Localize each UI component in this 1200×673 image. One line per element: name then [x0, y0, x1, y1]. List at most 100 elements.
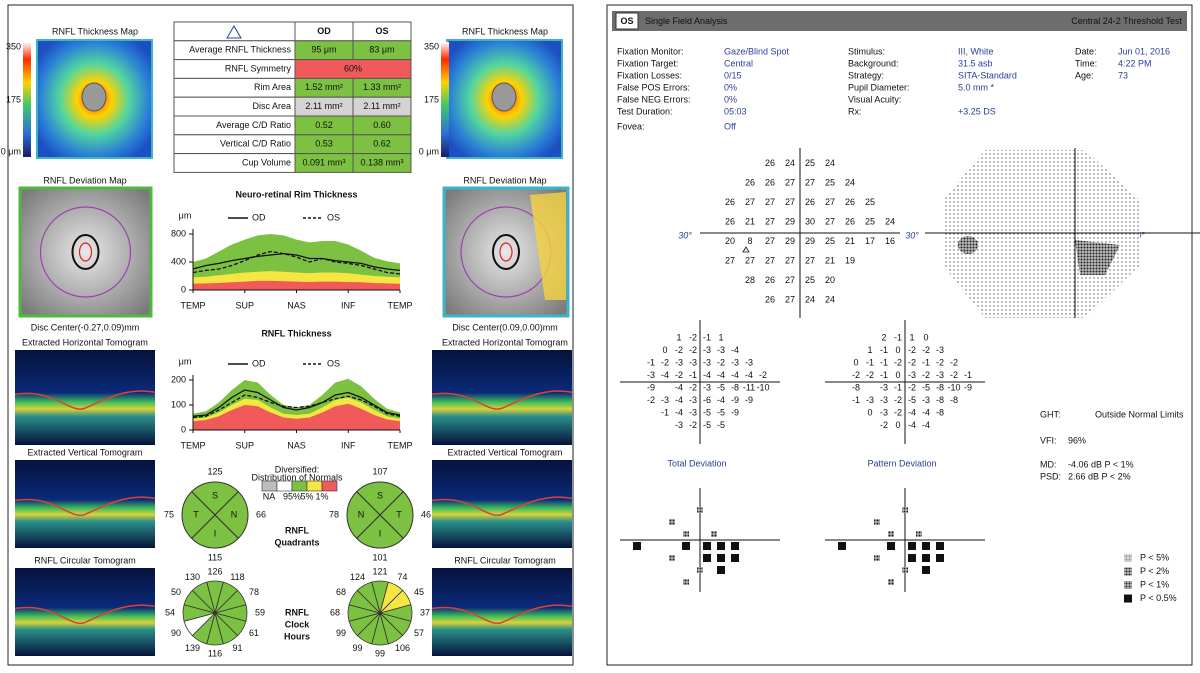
legend-swatch [276, 480, 293, 492]
legend-title: Diversified: [275, 464, 320, 474]
threshold-value: 21 [745, 217, 755, 227]
scale-label: 350 [424, 41, 439, 51]
warning-icon [226, 25, 242, 39]
table-value: 0.53 [315, 139, 333, 149]
deviation-value: -3 [880, 395, 888, 405]
y-tick-label: 800 [171, 228, 186, 238]
info-label: Pupil Diameter: [848, 82, 910, 92]
clock-sector [191, 581, 216, 615]
info-label: Date: [1075, 46, 1097, 56]
quadrant-label: T [396, 509, 402, 519]
deviation-value: -5 [717, 408, 725, 418]
table-label: Vertical C/D Ratio [220, 139, 291, 149]
threshold-value: 27 [785, 197, 795, 207]
deviation-value: -2 [689, 333, 697, 343]
probability-symbol [888, 579, 894, 585]
probability-symbol [936, 554, 944, 562]
info-label: Background: [848, 58, 899, 68]
legend-title: Distribution of Normals [251, 472, 343, 482]
probability-symbol [916, 531, 922, 537]
table-value: 0.62 [373, 139, 391, 149]
table-value: 2.11 mm² [363, 101, 400, 111]
threshold-value: 27 [765, 217, 775, 227]
cup-outline [78, 242, 93, 262]
x-tick-label: NAS [287, 300, 306, 310]
deviation-value: -1 [661, 408, 669, 418]
deviation-value: -4 [731, 370, 739, 380]
probability-symbol [697, 507, 703, 513]
deviation-value: -5 [922, 383, 930, 393]
info-value: Central [724, 58, 753, 68]
legend-swatch [291, 480, 308, 492]
clock-title: RNFL [285, 607, 309, 617]
legend-label: P < 1% [1140, 579, 1169, 589]
probability-symbol [922, 542, 930, 550]
x-tick-label: TEMP [387, 440, 412, 450]
info-label: Test Duration: [617, 106, 673, 116]
deviation-value: 1 [867, 345, 872, 355]
deviation-value: -4 [661, 370, 669, 380]
deviation-value: -10 [947, 383, 960, 393]
threshold-value: 26 [745, 178, 755, 188]
clock-value: 74 [397, 572, 407, 582]
tomogram-title: Extracted Horizontal Tomogram [22, 337, 148, 347]
quadrant-sector [355, 514, 405, 549]
quadrant-label: N [358, 509, 365, 519]
deviation-value: -8 [852, 383, 860, 393]
deviation-value: -8 [731, 383, 739, 393]
clock-value: 116 [208, 648, 222, 658]
threshold-value: 16 [885, 236, 895, 246]
threshold-value: 26 [805, 197, 815, 207]
degree-label: 30° [678, 230, 692, 240]
info-value: 4:22 PM [1118, 58, 1152, 68]
x-tick-label: TEMP [387, 300, 412, 310]
table-header: OD [317, 26, 331, 36]
index-value: 96% [1068, 435, 1086, 445]
tomogram [432, 350, 572, 445]
info-value: 0% [724, 94, 737, 104]
quadrant-label: T [193, 509, 199, 519]
threshold-value: 27 [745, 197, 755, 207]
header-bar [612, 11, 1187, 31]
probability-symbol [717, 554, 725, 562]
probability-symbol [908, 554, 916, 562]
deviation-value: -4 [922, 420, 930, 430]
legend-swatch [321, 480, 338, 492]
threshold-value: 25 [825, 178, 835, 188]
threshold-value: 24 [885, 217, 895, 227]
deviation-value: -3 [703, 383, 711, 393]
x-tick-label: SUP [235, 440, 254, 450]
info-label: Visual Acuity: [848, 94, 901, 104]
table-cell [352, 153, 412, 173]
table-label: Cup Volume [242, 157, 291, 167]
deviation-value: 0 [923, 333, 928, 343]
deviation-value: -2 [759, 370, 767, 380]
threshold-value: 26 [725, 217, 735, 227]
degree-label: 30° [905, 230, 919, 240]
deviation-value: -4 [922, 408, 930, 418]
table-header: OS [375, 26, 388, 36]
deviation-value: -2 [717, 358, 725, 368]
cup-outline [499, 242, 513, 262]
deviation-value: -1 [922, 358, 930, 368]
optic-disc [491, 82, 517, 112]
info-label: Fixation Losses: [617, 70, 682, 80]
threshold-value: 27 [805, 178, 815, 188]
tomogram-layer [14, 390, 156, 410]
eye-label: OS [620, 16, 633, 26]
x-tick-label: TEMP [180, 300, 205, 310]
deviation-value: -1 [880, 345, 888, 355]
deviation-value: -2 [950, 358, 958, 368]
legend-label: 5% [300, 491, 313, 501]
deviation-value: -2 [922, 345, 930, 355]
clock-title: Clock [285, 619, 311, 629]
quadrant-value: 66 [256, 509, 266, 519]
deviation-value: -5 [717, 383, 725, 393]
map-title: RNFL Deviation Map [43, 175, 126, 185]
threshold-value: 24 [825, 158, 835, 168]
deviation-title: Pattern Deviation [867, 458, 936, 468]
deviation-value: -3 [675, 358, 683, 368]
deviation-value: -4 [675, 383, 683, 393]
probability-symbol [902, 507, 908, 513]
tomogram-title: RNFL Circular Tomogram [454, 555, 556, 565]
